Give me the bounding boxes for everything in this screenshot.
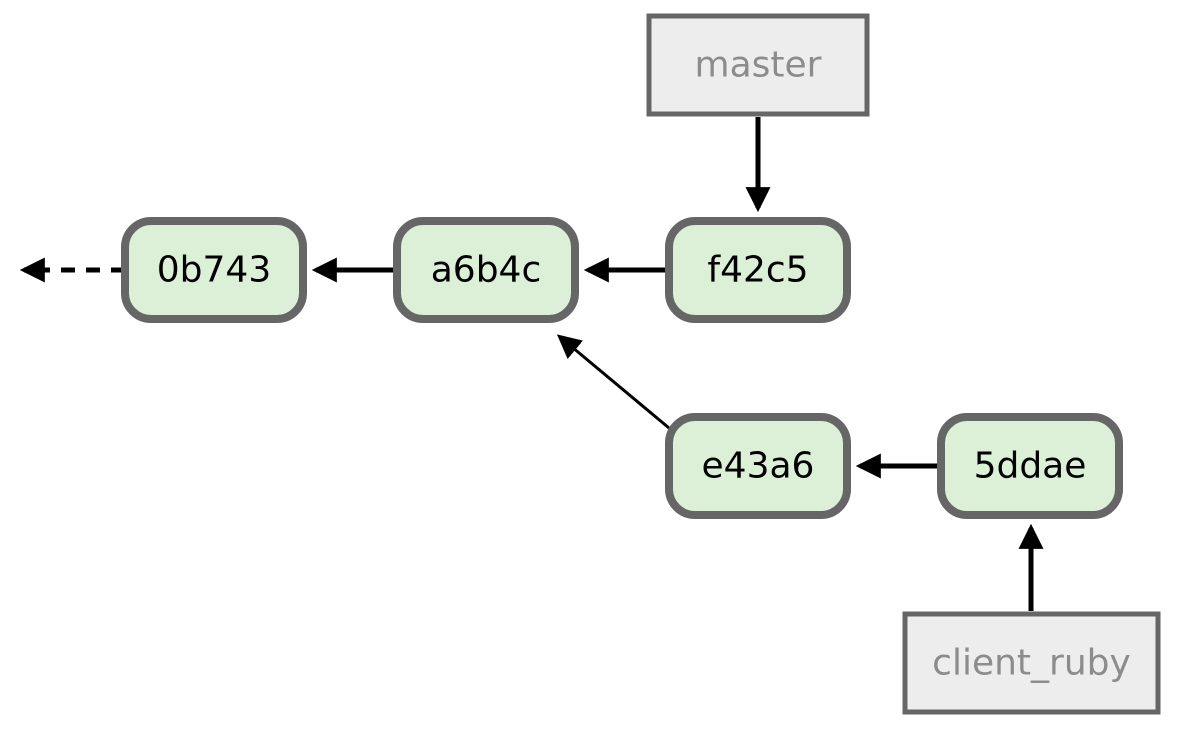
- git-graph-diagram: 0b743 a6b4c f42c5 e43a6 5ddae master client_ru…: [0, 0, 1185, 737]
- commit-label: a6b4c: [431, 250, 542, 291]
- commit-label: f42c5: [707, 250, 808, 291]
- edge-c3-c1: [560, 337, 669, 428]
- ref-label: master: [695, 45, 822, 86]
- ref-label: client_ruby: [932, 643, 1131, 684]
- commit-label: 0b743: [157, 250, 271, 291]
- commit-label: 5ddae: [974, 446, 1087, 487]
- commit-label: e43a6: [702, 446, 815, 487]
